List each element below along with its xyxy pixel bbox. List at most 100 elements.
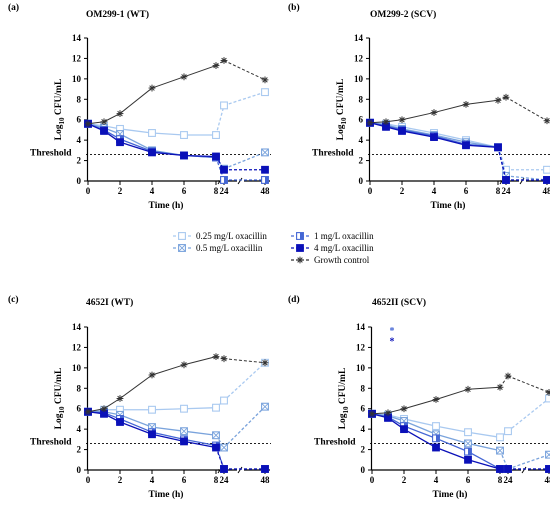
- series-segment: [151, 132, 185, 136]
- data-point: [84, 408, 92, 416]
- data-point: [212, 152, 220, 161]
- x-tick-label: 2: [400, 186, 405, 196]
- series-segment: [151, 431, 185, 440]
- series-gc: [366, 93, 550, 127]
- series-segment: [223, 362, 266, 402]
- x-tick-label: 6: [182, 186, 187, 196]
- legend-item-gc: Growth control: [291, 255, 370, 265]
- data-point: [180, 404, 188, 413]
- series-c4: [84, 119, 269, 174]
- y-tick-label: 10: [72, 363, 82, 373]
- data-point: [84, 120, 92, 128]
- series-segment: [119, 133, 153, 151]
- y-tick-label: 2: [359, 156, 364, 166]
- series-segment: [401, 126, 435, 134]
- series-gc: [84, 57, 269, 128]
- data-point: [148, 430, 156, 439]
- data-point: [261, 402, 269, 411]
- y-tick-label: 14: [354, 33, 364, 43]
- data-point: [496, 446, 504, 455]
- x-axis-label: Time (h): [149, 200, 184, 211]
- series-segment: [223, 91, 266, 107]
- y-tick-label: 14: [356, 322, 366, 332]
- panel-label: (d): [288, 294, 300, 305]
- data-point: [400, 405, 408, 413]
- series-segment: [223, 406, 266, 448]
- series-segment: [505, 175, 548, 181]
- series-segment: [505, 96, 548, 122]
- series-segment: [507, 397, 550, 432]
- x-tick-label: 2: [118, 186, 123, 196]
- data-point: [504, 427, 512, 436]
- data-point: [180, 73, 188, 81]
- x-tick-label: 24: [504, 475, 514, 485]
- data-point: [116, 418, 124, 426]
- series-c05: [84, 119, 269, 173]
- y-tick-label: 12: [72, 53, 82, 63]
- series-segment: [507, 454, 550, 470]
- series-segment: [215, 157, 225, 181]
- y-tick-label: 12: [72, 342, 82, 352]
- data-point: [296, 232, 304, 240]
- data-point: [180, 427, 188, 436]
- series-segment: [151, 433, 185, 443]
- data-point: [148, 129, 156, 137]
- data-point: [504, 372, 512, 380]
- series-segment: [433, 136, 467, 146]
- x-tick-label: 6: [466, 475, 471, 485]
- series-segment: [223, 358, 266, 364]
- series-segment: [435, 437, 469, 453]
- data-point: [296, 244, 304, 252]
- panel-label: (a): [8, 2, 19, 13]
- data-point: [545, 388, 550, 396]
- data-point: [148, 371, 156, 379]
- data-point: [148, 405, 156, 414]
- data-point: [178, 244, 186, 252]
- series-segment: [103, 113, 121, 123]
- data-point: [148, 84, 156, 92]
- y-tick-label: 8: [77, 94, 82, 104]
- series-segment: [119, 141, 153, 154]
- data-point: [494, 143, 502, 152]
- data-point: [220, 355, 228, 363]
- data-point: [116, 138, 124, 147]
- data-point: [116, 395, 124, 402]
- threshold-label: Threshold: [30, 148, 72, 158]
- x-tick-label: 6: [464, 186, 469, 196]
- series-segment: [183, 407, 217, 410]
- data-point: [212, 353, 220, 361]
- series-segment: [403, 418, 437, 427]
- series-segment: [151, 408, 185, 411]
- series-segment: [497, 96, 507, 101]
- series-segment: [465, 99, 499, 105]
- x-tick-label: 8: [214, 186, 219, 196]
- series-c4: [366, 118, 550, 184]
- legend-label: Growth control: [314, 255, 370, 265]
- series-segment: [119, 414, 153, 428]
- series-segment: [223, 60, 266, 81]
- data-point: [398, 127, 406, 135]
- data-point: [504, 465, 512, 473]
- series-segment: [151, 426, 185, 432]
- data-point: [366, 119, 374, 127]
- chart-title: 4652II (SCV): [372, 297, 426, 308]
- x-tick-label: 0: [86, 475, 91, 485]
- series-c05: [84, 402, 269, 452]
- x-tick-label: 2: [402, 475, 407, 485]
- panel-3: (d)4652II (SCV)02468101214024682448Time …: [288, 294, 550, 500]
- data-point: [180, 361, 188, 369]
- series-segment: [435, 388, 469, 400]
- x-tick-label: 48: [261, 475, 271, 485]
- series-segment: [183, 154, 217, 158]
- data-point: [543, 117, 550, 125]
- y-tick-label: 14: [72, 322, 82, 332]
- data-point: [148, 148, 156, 157]
- data-point: [180, 151, 188, 160]
- series-segment: [433, 103, 467, 114]
- data-point: [212, 131, 220, 139]
- data-point: [220, 176, 228, 184]
- data-point: [432, 396, 440, 403]
- series-segment: [183, 65, 217, 78]
